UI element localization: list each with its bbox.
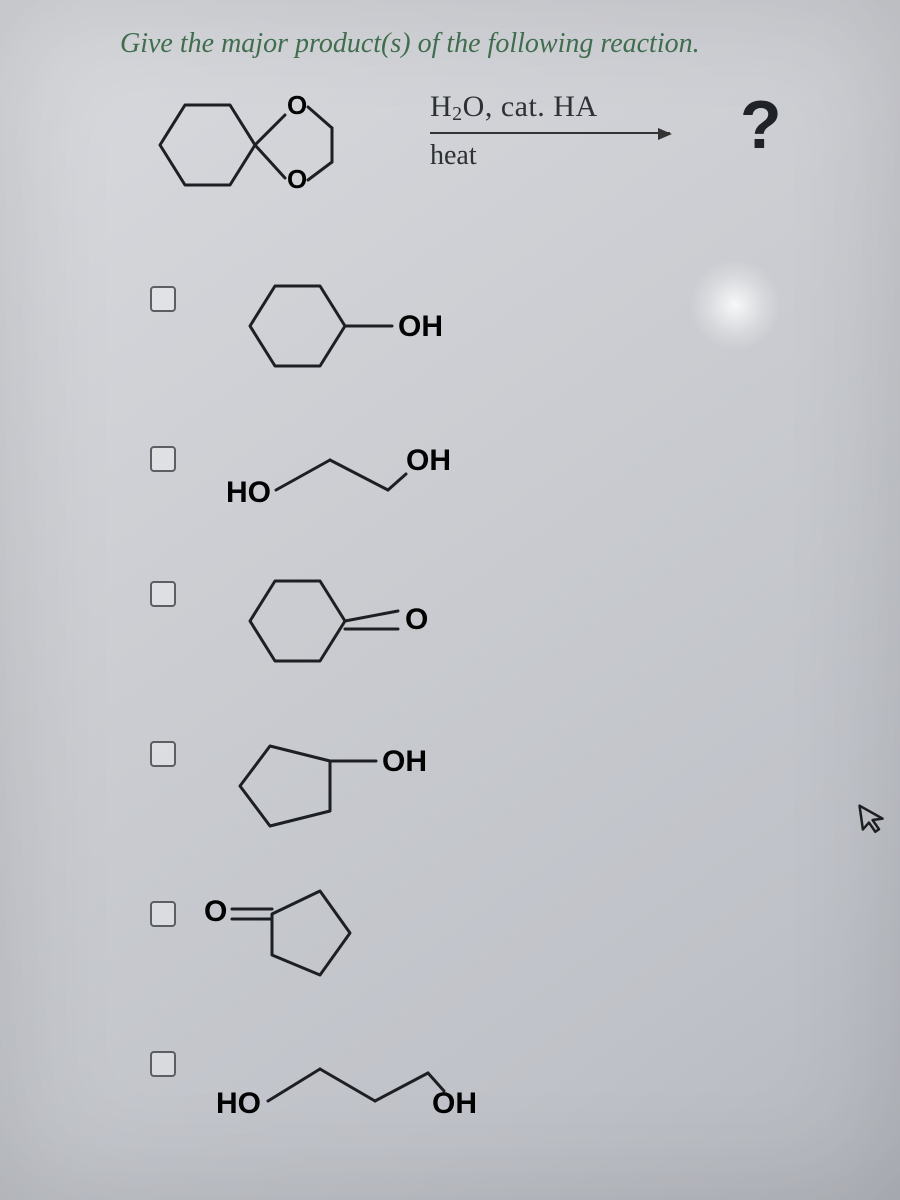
svg-text:O: O [287, 90, 307, 120]
checkbox[interactable] [150, 286, 176, 312]
o-label: O [405, 603, 428, 636]
checkbox[interactable] [150, 1051, 176, 1077]
structure-ethylene-glycol: HO OH [220, 416, 480, 531]
checkbox[interactable] [150, 741, 176, 767]
reaction-arrow [430, 132, 670, 134]
condition-bottom: heat [430, 140, 690, 172]
oh-label: OH [398, 310, 443, 343]
question-prompt: Give the major product(s) of the followi… [120, 28, 700, 60]
product-question-mark: ? [740, 86, 782, 164]
svg-text:O: O [287, 164, 307, 194]
oh-label: OH [382, 745, 427, 778]
oh-label: OH [432, 1087, 477, 1120]
photo-glare [690, 260, 780, 350]
structure-cyclopentanol: OH [220, 711, 460, 856]
ho-label: HO [216, 1087, 261, 1120]
checkbox[interactable] [150, 446, 176, 472]
structure-cyclohexanol: OH [220, 256, 460, 401]
oh-label: OH [406, 444, 451, 477]
condition-top: H2O, cat. HA [430, 90, 690, 126]
checkbox[interactable] [150, 581, 176, 607]
mouse-cursor-icon [855, 798, 891, 847]
reaction-arrow-group: H2O, cat. HA heat [430, 90, 690, 172]
reactant-structure: O O [130, 70, 330, 220]
structure-cyclohexanone: O [220, 551, 460, 696]
ho-label: HO [226, 476, 271, 509]
structure-cyclopentanone: O [200, 871, 420, 1016]
o-label: O [204, 895, 227, 928]
worksheet-sheet: Give the major product(s) of the followi… [0, 0, 900, 1200]
checkbox[interactable] [150, 901, 176, 927]
reaction-scheme: O O H2O, cat. HA heat ? [140, 80, 820, 220]
structure-propanediol: HO OH [220, 1021, 520, 1136]
